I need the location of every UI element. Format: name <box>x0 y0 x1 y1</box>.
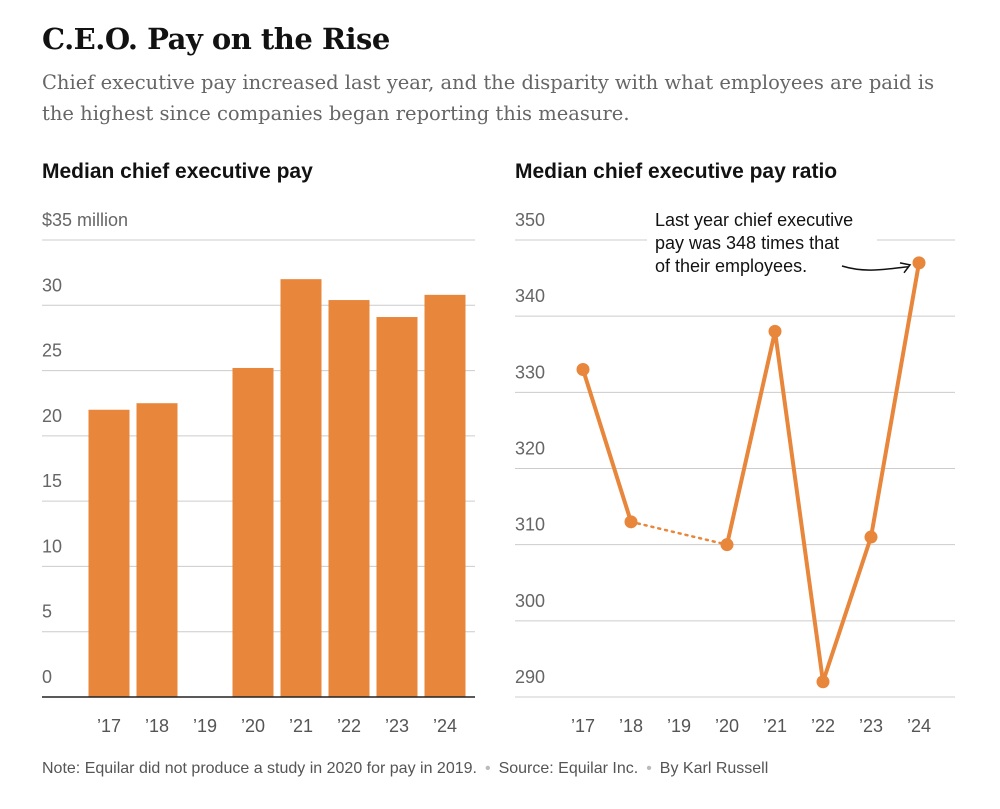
footer-byline: By Karl Russell <box>659 760 769 777</box>
bar <box>376 317 418 697</box>
line-x-tick-label: ’19 <box>667 716 691 736</box>
bar <box>136 403 178 697</box>
annotation-text-line: of their employees. <box>655 256 807 276</box>
footer-separator: • <box>646 760 652 777</box>
bar-y-tick-label: $35 million <box>42 210 128 230</box>
line-y-tick-label: 320 <box>515 439 545 459</box>
bar-x-tick-label: ’18 <box>145 716 169 736</box>
annotation-text-line: Last year chief executive <box>655 210 853 230</box>
bar <box>88 409 130 697</box>
line-point <box>864 530 878 544</box>
bar-x-tick-label: ’22 <box>337 716 361 736</box>
line-chart-title: Median chief executive pay ratio <box>515 160 838 183</box>
line-segment <box>773 329 825 684</box>
annotation-arrowhead <box>899 262 912 274</box>
bar-y-tick-label: 5 <box>42 602 52 622</box>
line-y-tick-label: 310 <box>515 515 545 535</box>
page-title: C.E.O. Pay on the Rise <box>42 22 390 56</box>
line-segment <box>725 329 777 547</box>
line-segment <box>581 367 633 524</box>
bar-y-tick-label: 30 <box>42 275 62 295</box>
line-y-tick-label: 350 <box>515 210 545 230</box>
line-y-tick-label: 340 <box>515 286 545 306</box>
bar-x-tick-label: ’19 <box>193 716 217 736</box>
line-segment <box>869 260 921 540</box>
annotation-background <box>647 206 877 283</box>
line-point <box>816 675 830 689</box>
footer-separator: • <box>484 760 491 777</box>
bar-x-tick-label: ’17 <box>97 716 121 736</box>
bar-chart-title: Median chief executive pay <box>42 160 313 183</box>
line-x-tick-label: ’24 <box>907 716 931 736</box>
line-point <box>912 256 926 270</box>
bar-x-tick-label: ’21 <box>289 716 313 736</box>
footer: Note: Equilar did not produce a study in… <box>42 760 982 778</box>
line-y-tick-label: 330 <box>515 362 545 382</box>
line-x-tick-label: ’17 <box>571 716 595 736</box>
line-segment <box>821 535 873 684</box>
bar-y-tick-label: 15 <box>42 471 62 491</box>
line-point <box>576 362 590 376</box>
bar <box>232 367 274 697</box>
line-gap-segment <box>629 520 729 546</box>
line-x-tick-label: ’22 <box>811 716 835 736</box>
bar-y-tick-label: 0 <box>42 667 52 687</box>
line-x-tick-label: ’23 <box>859 716 883 736</box>
annotation-arrow <box>841 265 909 271</box>
annotation-text-line: pay was 348 times that <box>655 233 839 253</box>
bar <box>424 294 466 697</box>
line-point <box>624 515 638 529</box>
page-subtitle: Chief executive pay increased last year,… <box>42 71 935 125</box>
bar-y-tick-label: 20 <box>42 406 62 426</box>
bar-y-tick-label: 25 <box>42 341 62 361</box>
line-chart: 290 300 310 320 330 340 350 ’17 ’18 ’19 ’20 ’21 ’22 ’… <box>515 206 955 736</box>
line-x-tick-label: ’20 <box>715 716 739 736</box>
footer-note: Note: Equilar did not produce a study in… <box>42 760 477 777</box>
bar-x-tick-label: ’23 <box>385 716 409 736</box>
bar-chart: 0 5 10 15 20 25 30 $35 million ’17 ’18 ’19 ’20 ’21 ’2… <box>42 210 475 736</box>
footer-source: Source: Equilar Inc. <box>498 760 639 777</box>
line-point <box>720 538 734 552</box>
line-y-tick-label: 290 <box>515 667 545 687</box>
bar <box>328 300 370 697</box>
line-x-tick-label: ’21 <box>763 716 787 736</box>
line-y-tick-label: 300 <box>515 591 545 611</box>
line-x-tick-label: ’18 <box>619 716 643 736</box>
bar-x-tick-label: ’24 <box>433 716 457 736</box>
bar-x-tick-label: ’20 <box>241 716 265 736</box>
line-point <box>768 324 782 338</box>
bar <box>280 279 322 697</box>
bar-y-tick-label: 10 <box>42 536 62 556</box>
